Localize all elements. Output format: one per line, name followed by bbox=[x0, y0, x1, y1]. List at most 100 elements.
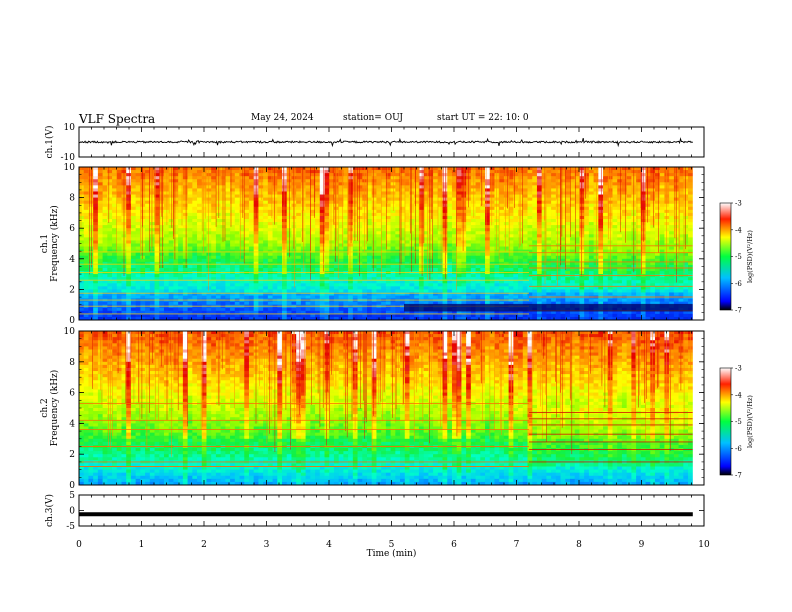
spectrogram-cell bbox=[362, 222, 368, 226]
spectrogram-cell bbox=[112, 209, 118, 214]
spectrogram-cell bbox=[381, 182, 387, 186]
spectrogram-cell bbox=[305, 280, 311, 284]
spectrogram-cell bbox=[636, 240, 642, 244]
spectrogram-cell bbox=[187, 234, 193, 238]
spectrogram-cell bbox=[536, 206, 542, 211]
spectrogram-cell bbox=[154, 182, 160, 186]
spectrogram-cell bbox=[381, 222, 387, 226]
spectrogram-cell bbox=[244, 222, 250, 226]
spectrogram-cell bbox=[603, 231, 609, 235]
spectrogram-cell bbox=[546, 209, 552, 214]
spectrogram-cell bbox=[371, 280, 377, 284]
spectrogram-cell bbox=[461, 280, 467, 284]
spectrogram-cell bbox=[437, 173, 443, 177]
spectrogram-cell bbox=[362, 173, 368, 177]
spectrogram-cell bbox=[267, 194, 273, 198]
spectrogram-cell bbox=[390, 277, 396, 281]
spectrogram-cell bbox=[173, 255, 179, 260]
spectrogram-cell bbox=[168, 261, 174, 266]
spectrogram-cell bbox=[664, 203, 670, 208]
spectrogram-cell bbox=[532, 231, 538, 235]
spectrogram-cell bbox=[598, 255, 604, 260]
spectrogram-cell bbox=[598, 212, 604, 217]
spectrogram-cell bbox=[470, 274, 476, 278]
spectrogram-cell bbox=[683, 261, 689, 266]
spectrogram-cell bbox=[145, 209, 151, 214]
spectrogram-cell bbox=[225, 173, 231, 177]
spectrogram-cell bbox=[187, 197, 193, 201]
spectrogram-cell bbox=[319, 255, 325, 260]
spectrogram-cell bbox=[423, 222, 429, 226]
spectrogram-cell bbox=[414, 261, 420, 266]
spectrogram-cell bbox=[437, 277, 443, 281]
spectrogram-cell bbox=[163, 222, 169, 226]
spectrogram-cell bbox=[88, 249, 94, 253]
spectrogram-cell bbox=[546, 249, 552, 253]
spectrogram-cell bbox=[282, 206, 288, 211]
spectrogram-cell bbox=[447, 212, 453, 217]
spectrogram-cell bbox=[225, 197, 231, 201]
spectrogram-cell bbox=[527, 237, 533, 241]
spectrogram-cell bbox=[636, 173, 642, 177]
spectrogram-cell bbox=[239, 219, 245, 223]
spectrogram-cell bbox=[418, 182, 424, 186]
spectrogram-cell bbox=[385, 176, 391, 180]
spectrogram-cell bbox=[366, 246, 373, 250]
spectrogram-cell bbox=[83, 173, 89, 177]
spectrogram-cell bbox=[215, 261, 221, 266]
spectrogram-cell bbox=[88, 264, 94, 269]
spectrogram-cell bbox=[621, 246, 627, 250]
spectrogram-cell bbox=[253, 240, 259, 244]
spectrogram-cell bbox=[343, 264, 349, 269]
spectrogram-cell bbox=[480, 212, 486, 217]
spectrogram-cell bbox=[433, 246, 439, 250]
spectrogram-cell bbox=[267, 219, 273, 223]
spectrogram-cell bbox=[338, 240, 344, 244]
spectrogram-cell bbox=[508, 200, 514, 205]
spectrogram-cell bbox=[315, 194, 321, 198]
spectrogram-cell bbox=[541, 252, 547, 257]
spectrogram-cell bbox=[286, 176, 292, 180]
spectrogram-cell bbox=[112, 252, 118, 257]
spectrogram-cell bbox=[551, 194, 557, 198]
spectrogram-cell bbox=[475, 209, 481, 214]
spectrogram-cell bbox=[470, 261, 476, 266]
spectrogram-cell bbox=[381, 215, 387, 220]
spectrogram-cell bbox=[305, 176, 311, 180]
spectrogram-cell bbox=[135, 234, 141, 238]
spectrogram-cell bbox=[376, 261, 382, 266]
spectrogram-cell bbox=[466, 261, 472, 266]
spectrogram-cell bbox=[470, 182, 476, 186]
spectrogram-cell bbox=[461, 222, 467, 226]
spectrogram-cell bbox=[201, 200, 207, 205]
spectrogram-cell bbox=[688, 228, 694, 232]
spectrogram-cell bbox=[93, 258, 99, 263]
spectrogram-cell bbox=[206, 264, 212, 269]
spectrogram-cell bbox=[107, 249, 113, 253]
spectrogram-cell bbox=[282, 222, 288, 226]
spectrogram-cell bbox=[300, 246, 306, 250]
spectrogram-cell bbox=[197, 203, 203, 208]
spectrogram-cell bbox=[296, 252, 302, 257]
spectrogram-cell bbox=[286, 264, 292, 269]
spectrogram-cell bbox=[489, 258, 495, 263]
spectrogram-cell bbox=[173, 209, 179, 214]
spectrogram-cell bbox=[451, 185, 457, 189]
spectrogram-cell bbox=[503, 264, 509, 269]
spectrogram-cell bbox=[272, 234, 278, 238]
spectrogram-cell bbox=[409, 222, 415, 226]
spectrogram-cell bbox=[442, 252, 448, 257]
spectrogram-cell bbox=[149, 188, 155, 192]
spectrogram-cell bbox=[135, 191, 141, 195]
spectrogram-cell bbox=[79, 228, 85, 232]
spectrogram-cell bbox=[536, 203, 542, 208]
spectrogram-cell bbox=[664, 212, 670, 217]
spectrogram-cell bbox=[617, 185, 623, 189]
spectrogram-cell bbox=[107, 222, 113, 226]
spectrogram-cell bbox=[480, 188, 486, 192]
spectrogram-cell bbox=[135, 215, 141, 220]
spectrogram-cell bbox=[310, 280, 316, 284]
spectrogram-cell bbox=[253, 231, 259, 235]
spectrogram-cell bbox=[588, 209, 594, 214]
spectrogram-cell bbox=[107, 225, 113, 229]
